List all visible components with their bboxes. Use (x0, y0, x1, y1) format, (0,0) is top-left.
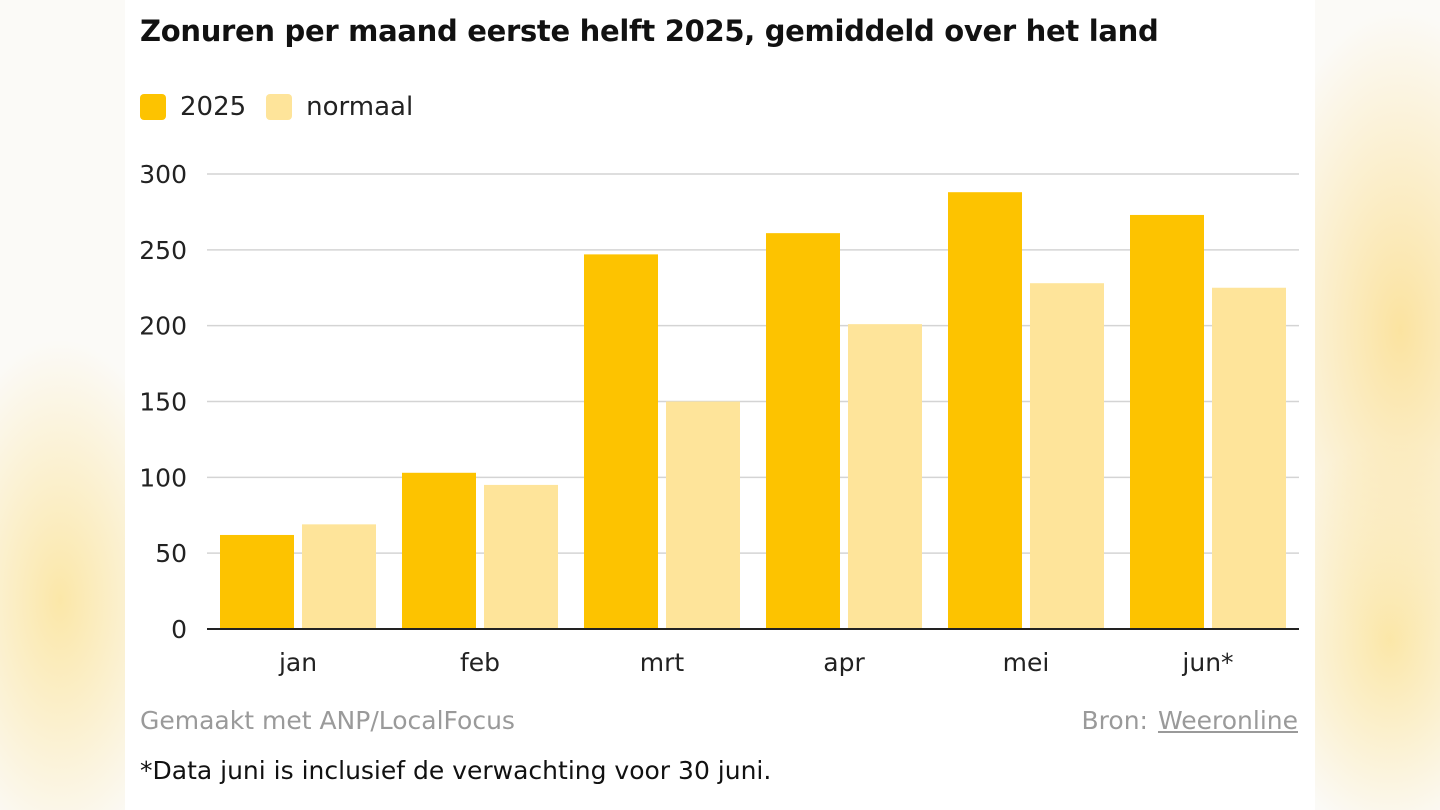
bar-normaal-mei (1030, 283, 1104, 629)
bar-2025-mrt (584, 254, 658, 629)
x-tick-label-jun: jun* (1181, 648, 1233, 677)
source-label: Bron: (1081, 706, 1148, 735)
bar-2025-jan (220, 534, 294, 629)
legend-swatch-normaal (266, 94, 293, 120)
legend-item-normaal[interactable]: normaal (266, 92, 413, 122)
y-tick-label-150: 150 (139, 388, 187, 417)
legend-swatch-2025 (140, 94, 166, 120)
bar-normaal-mrt (666, 401, 740, 629)
x-tick-label-mrt: mrt (640, 648, 685, 677)
bar-chart: 0 50 100 150 200 250 300 jan feb mrt apr mei jun* (139, 160, 1299, 677)
y-tick-label-50: 50 (155, 539, 187, 568)
y-tick-label-300: 300 (139, 160, 187, 189)
bar-normaal-apr (848, 324, 922, 629)
legend-item-2025[interactable]: 2025 (140, 92, 246, 122)
y-tick-label-250: 250 (139, 236, 187, 265)
x-tick-label-apr: apr (823, 648, 865, 677)
bar-2025-jun (1130, 214, 1204, 629)
bar-normaal-jun (1212, 287, 1286, 629)
y-tick-label-0: 0 (171, 615, 187, 644)
x-tick-label-feb: feb (460, 648, 500, 677)
bar-normaal-feb (484, 484, 558, 629)
chart-card: Zonuren per maand eerste helft 2025, gem… (125, 0, 1315, 810)
bar-2025-apr (766, 233, 840, 629)
legend-label-2025: 2025 (180, 92, 247, 122)
chart-title: Zonuren per maand eerste helft 2025, gem… (140, 14, 1159, 48)
source-credit: Bron: Weeronline (1082, 706, 1298, 735)
x-tick-label-mei: mei (1003, 648, 1050, 677)
y-tick-label-100: 100 (139, 463, 187, 492)
legend: 2025 normaal (140, 92, 433, 122)
bar-2025-mei (948, 192, 1022, 629)
source-link[interactable]: Weeronline (1157, 706, 1298, 735)
legend-label-normaal: normaal (306, 92, 414, 122)
made-with-credit: Gemaakt met ANP/LocalFocus (140, 706, 515, 735)
bar-2025-feb (402, 472, 476, 629)
y-tick-label-200: 200 (139, 312, 187, 341)
x-tick-label-jan: jan (278, 648, 317, 677)
bar-normaal-jan (302, 524, 376, 629)
footnote: *Data juni is inclusief de verwachting v… (140, 756, 772, 785)
